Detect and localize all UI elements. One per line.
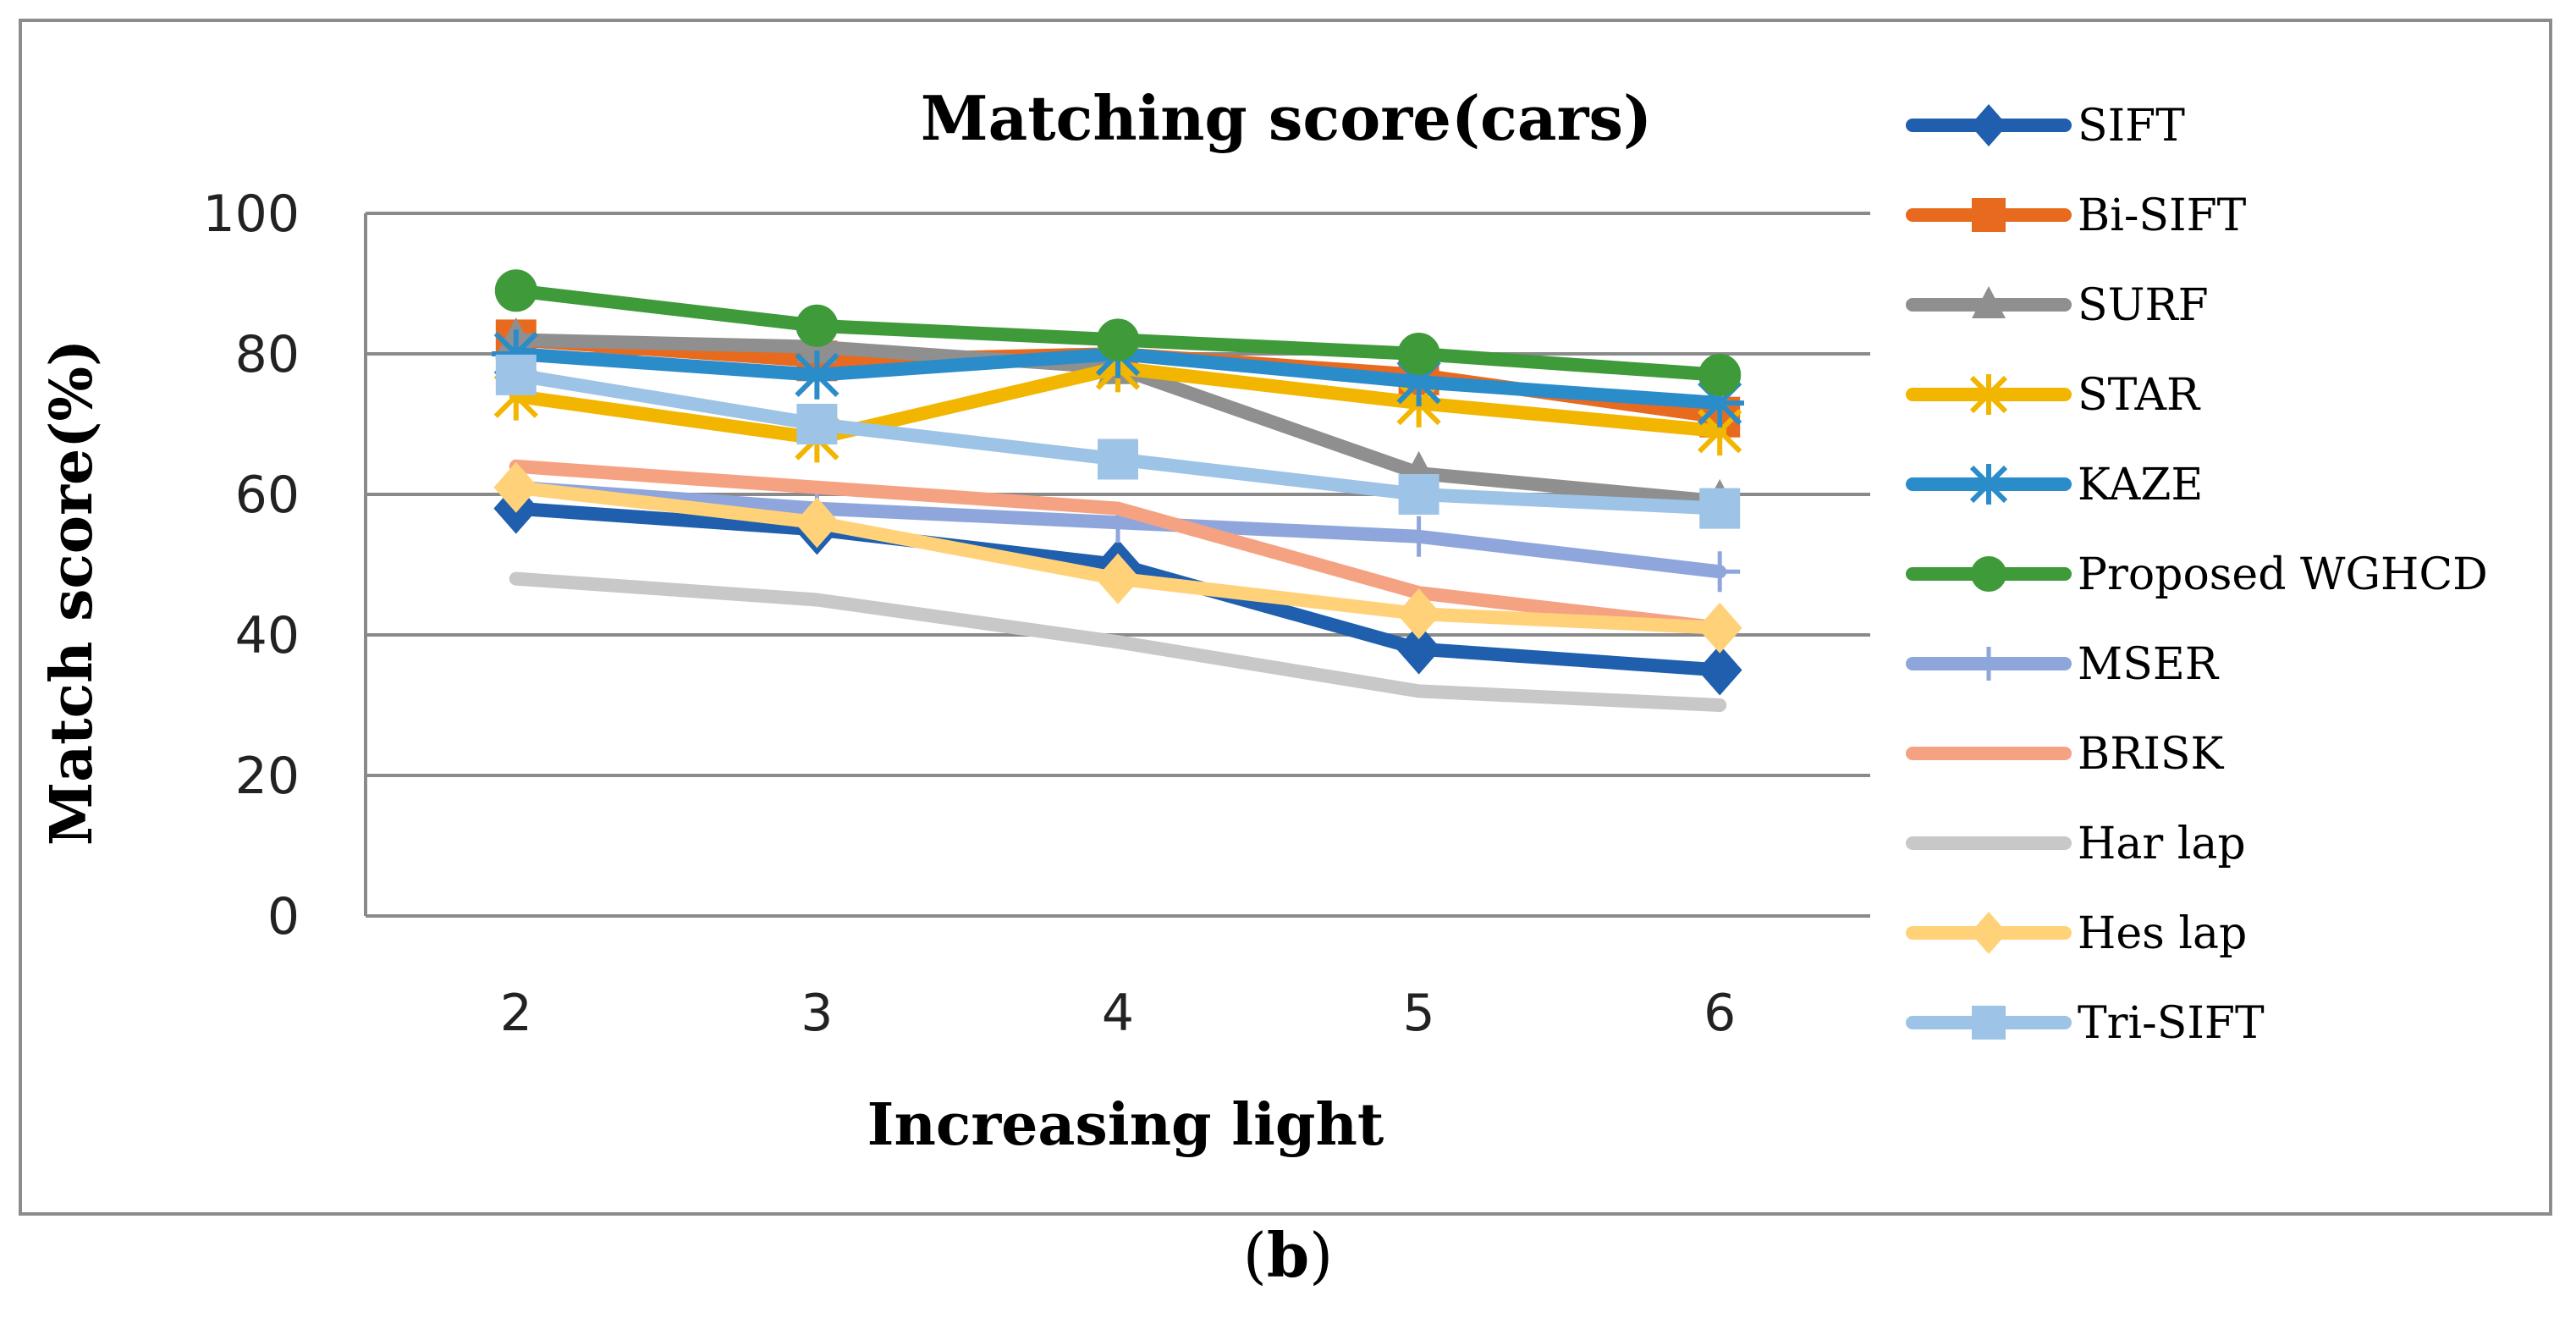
legend-item-tri-sift: Tri-SIFT <box>1906 998 2265 1049</box>
y-tick-60: 60 <box>235 466 300 525</box>
point-proposed-wghcd-2 <box>494 269 537 312</box>
legend-marker-hes-lap <box>1970 912 2007 954</box>
y-tick-20: 20 <box>235 747 300 806</box>
legend-label-proposed-wghcd: Proposed WGHCD <box>2078 549 2488 600</box>
legend-item-surf: SURF <box>1906 280 2209 331</box>
series-proposed-wghcd <box>494 269 1742 396</box>
chart-title: Matching score(cars) <box>921 82 1652 154</box>
legend-marker-tri-sift <box>1972 1006 2006 1040</box>
point-mser-6 <box>1699 551 1741 593</box>
legend-item-kaze: KAZE <box>1906 460 2203 510</box>
legend-label-kaze: KAZE <box>2078 460 2203 510</box>
point-tri-sift-3 <box>796 404 838 444</box>
legend-label-star: STAR <box>2078 370 2201 421</box>
point-tri-sift-2 <box>495 354 537 395</box>
legend-item-hes-lap: Hes lap <box>1906 908 2247 959</box>
legend: SIFT Bi-SIFT SURF STAR KAZE Proposed WGHCD MSE… <box>1906 101 2488 1049</box>
point-tri-sift-6 <box>1699 488 1741 529</box>
legend-label-tri-sift: Tri-SIFT <box>2078 998 2265 1049</box>
figure-caption: (b) <box>0 1219 2576 1291</box>
caption-close: ) <box>1309 1220 1334 1291</box>
point-proposed-wghcd-4 <box>1097 318 1139 361</box>
legend-marker-kaze <box>1968 464 2009 505</box>
point-proposed-wghcd-3 <box>795 304 839 347</box>
x-tick-6: 6 <box>1704 984 1736 1043</box>
legend-label-har-lap: Har lap <box>2078 819 2246 869</box>
x-axis-label: Increasing light <box>867 1091 1384 1159</box>
legend-item-brisk: BRISK <box>1906 729 2225 780</box>
point-proposed-wghcd-6 <box>1698 353 1742 396</box>
y-tick-100: 100 <box>202 185 300 244</box>
point-hes-lap-4 <box>1095 553 1141 604</box>
x-tick-4: 4 <box>1102 984 1134 1043</box>
series-brisk <box>509 459 1727 635</box>
series-hes-lap <box>493 461 1742 654</box>
legend-marker-mser <box>1972 647 2006 681</box>
point-sift-6 <box>1697 644 1742 696</box>
series-line-har-lap <box>509 571 1727 712</box>
legend-marker-sift <box>1970 104 2007 146</box>
point-proposed-wghcd-5 <box>1397 333 1440 375</box>
series-har-lap <box>509 571 1727 712</box>
point-hes-lap-5 <box>1396 588 1441 640</box>
legend-label-mser: MSER <box>2078 639 2220 690</box>
series-lines <box>492 269 1744 712</box>
legend-marker-surf <box>1972 286 2006 318</box>
x-tick-5: 5 <box>1403 984 1435 1043</box>
x-tick-labels: 2 3 4 5 6 <box>500 984 1737 1043</box>
legend-item-star: STAR <box>1906 370 2201 421</box>
y-axis-label: Match score(%) <box>38 339 106 846</box>
x-tick-3: 3 <box>801 984 833 1043</box>
legend-marker-proposed-wghcd <box>1971 556 2006 592</box>
point-sift-5 <box>1396 623 1441 675</box>
legend-item-proposed-wghcd: Proposed WGHCD <box>1906 549 2488 600</box>
legend-label-hes-lap: Hes lap <box>2078 908 2247 959</box>
y-tick-labels: 0 20 40 60 80 100 <box>202 185 300 946</box>
point-mser-5 <box>1398 516 1439 557</box>
legend-label-sift: SIFT <box>2078 101 2185 152</box>
series-line-brisk <box>509 459 1727 635</box>
point-hes-lap-3 <box>795 497 839 549</box>
legend-item-sift: SIFT <box>1906 101 2185 152</box>
legend-item-bi-sift: Bi-SIFT <box>1906 190 2247 241</box>
series-tri-sift <box>495 354 1741 529</box>
legend-marker-star <box>1969 374 2008 415</box>
y-tick-0: 0 <box>267 887 300 946</box>
caption-letter: b <box>1266 1219 1310 1291</box>
legend-label-brisk: BRISK <box>2078 729 2225 780</box>
y-tick-80: 80 <box>235 325 300 384</box>
x-tick-2: 2 <box>500 984 532 1043</box>
legend-label-surf: SURF <box>2078 280 2209 331</box>
point-tri-sift-4 <box>1098 439 1138 480</box>
axes <box>364 213 1870 918</box>
legend-marker-bi-sift <box>1972 198 2006 232</box>
legend-item-mser: MSER <box>1906 639 2220 690</box>
point-kaze-3 <box>792 350 842 400</box>
point-hes-lap-2 <box>493 461 539 513</box>
point-hes-lap-6 <box>1697 602 1742 654</box>
legend-item-har-lap: Har lap <box>1906 819 2246 869</box>
point-tri-sift-5 <box>1398 474 1439 515</box>
y-tick-40: 40 <box>235 606 300 665</box>
legend-label-bi-sift: Bi-SIFT <box>2078 190 2247 241</box>
caption-open: ( <box>1242 1220 1267 1291</box>
